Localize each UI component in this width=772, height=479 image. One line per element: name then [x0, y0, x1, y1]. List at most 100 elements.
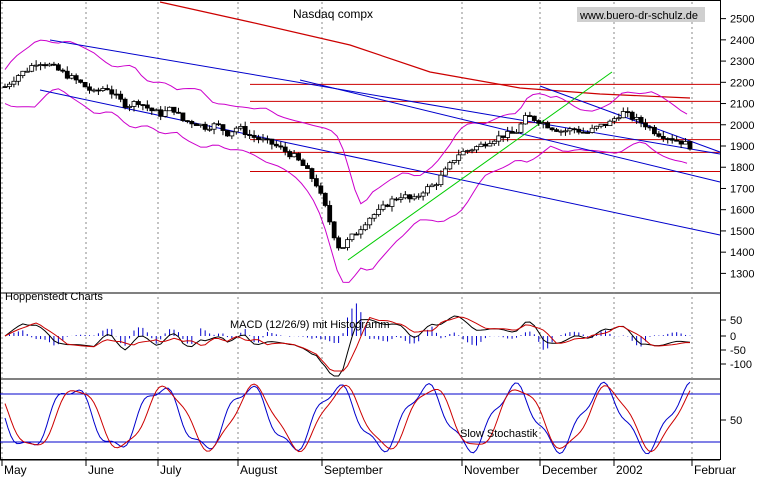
candle-body — [536, 120, 542, 124]
candle-body — [282, 146, 288, 152]
candle-body — [629, 111, 635, 120]
candle-body — [451, 159, 457, 164]
candle-body — [104, 88, 110, 91]
candle-body — [362, 224, 368, 231]
channel-line — [39, 89, 721, 236]
candle-body — [153, 109, 159, 112]
candle-body — [144, 104, 150, 109]
candle-body — [411, 196, 417, 200]
candle-body — [420, 192, 426, 197]
candle-body — [256, 137, 261, 140]
candle-body — [131, 101, 137, 107]
x-tick-label: August — [240, 463, 278, 477]
candle-body — [456, 154, 462, 161]
candle-body — [60, 69, 66, 72]
candle-body — [674, 139, 680, 142]
y-tick-label: 0 — [730, 331, 736, 343]
candle-body — [438, 174, 444, 186]
channel-line — [299, 79, 721, 183]
x-tick-label: July — [160, 463, 181, 477]
candle-body — [460, 150, 466, 156]
y-tick-label: 2200 — [730, 77, 754, 89]
candle-body — [91, 89, 97, 92]
candle-body — [340, 247, 346, 249]
candle-body — [158, 109, 164, 117]
candle-body — [678, 140, 684, 145]
candle-body — [100, 88, 106, 91]
candle-body — [216, 123, 221, 126]
candle-body — [683, 141, 688, 145]
candle-body — [540, 122, 546, 125]
candle-body — [109, 89, 115, 95]
candle-body — [594, 125, 599, 129]
macd-line — [4, 315, 691, 377]
vertical-grid — [1, 2, 693, 460]
candle-body — [656, 133, 662, 137]
candle-body — [167, 106, 172, 112]
candle-body — [563, 130, 568, 133]
candle-body — [20, 70, 26, 76]
candle-body — [652, 126, 657, 135]
candle-body — [634, 117, 640, 120]
x-axis-labels: May June July August September November Decemb… — [1, 460, 736, 477]
candle-body — [416, 195, 422, 198]
candle-body — [394, 198, 399, 201]
price-overlays — [4, 1, 721, 283]
stoch-title: Slow Stochastik — [460, 428, 538, 440]
candle-body — [353, 233, 359, 236]
candle-body — [171, 106, 177, 113]
candle-body — [305, 165, 310, 169]
candle-body — [469, 149, 475, 152]
candle-body — [638, 117, 644, 124]
y-tick-label: 50 — [730, 415, 742, 427]
candle-body — [69, 75, 75, 79]
candle-body — [51, 63, 57, 66]
candle-body — [64, 70, 70, 79]
candle-body — [598, 123, 604, 127]
candle-body — [149, 107, 155, 112]
y-tick-label: 1700 — [730, 183, 754, 195]
candle-body — [442, 168, 448, 176]
candle-body — [331, 221, 337, 239]
candle-body — [531, 115, 537, 121]
candle-body — [287, 151, 293, 158]
y-tick-label: 1900 — [730, 141, 754, 153]
candle-body — [482, 143, 488, 147]
candle-body — [585, 132, 591, 134]
candle-body — [603, 123, 608, 127]
candle-body — [465, 150, 470, 152]
candle-body — [78, 79, 84, 83]
trend-line — [347, 71, 613, 261]
candle-body — [407, 194, 413, 200]
candle-body — [15, 75, 21, 82]
candle-body — [322, 192, 328, 206]
candle-body — [576, 128, 582, 133]
candle-body — [313, 178, 319, 187]
candle-body — [349, 233, 355, 241]
candle-body — [11, 80, 17, 85]
x-tick-label: September — [324, 463, 383, 477]
candle-body — [189, 120, 195, 125]
y-tick-label: -100 — [730, 359, 752, 371]
candle-body — [73, 75, 79, 81]
chart-title: Nasdaq compx — [293, 7, 373, 21]
candle-body — [514, 131, 519, 134]
candle-body — [554, 129, 559, 132]
candle-body — [96, 89, 101, 92]
candle-body — [669, 138, 675, 141]
candle-body — [42, 64, 48, 67]
y-tick-label: 2100 — [730, 99, 754, 111]
macd-panel — [4, 303, 691, 377]
y-tick-label: 2500 — [730, 14, 754, 26]
watermark-box — [577, 7, 705, 22]
candle-body — [229, 131, 235, 137]
candle-body — [29, 65, 35, 72]
candle-body — [620, 111, 626, 119]
candle-body — [385, 204, 390, 207]
watermark-text: www.buero-dr-schulz.de — [579, 10, 698, 22]
candle-body — [402, 194, 408, 199]
candle-body — [545, 122, 551, 129]
candles — [2, 60, 693, 251]
candle-body — [55, 64, 61, 71]
